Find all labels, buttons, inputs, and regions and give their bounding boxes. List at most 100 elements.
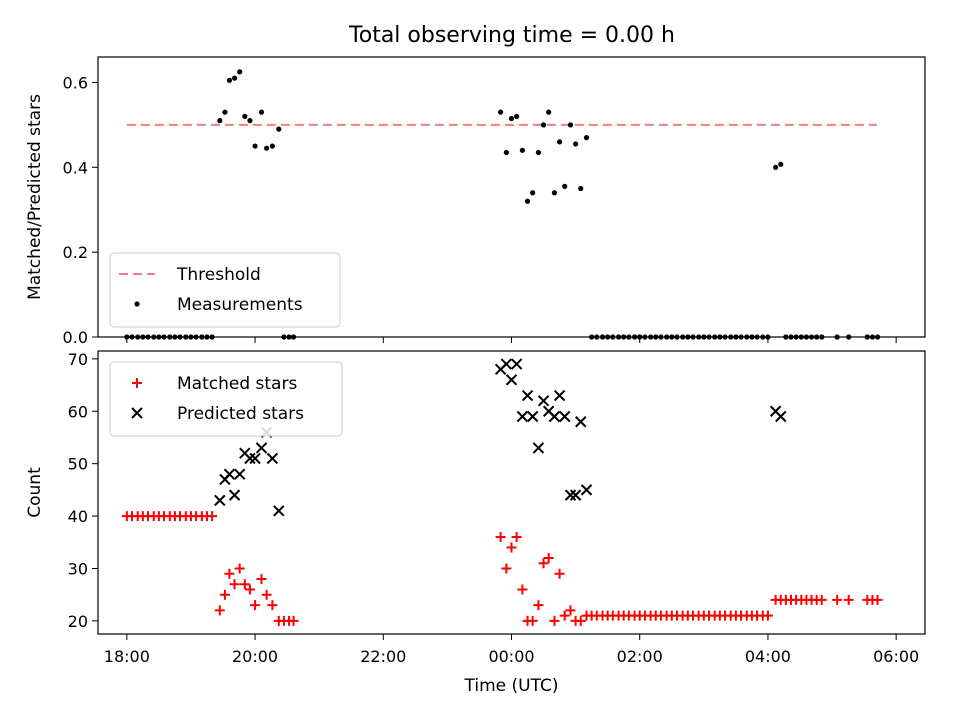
data-point bbox=[214, 605, 225, 616]
data-point bbox=[540, 122, 547, 128]
data-point bbox=[816, 594, 827, 605]
data-point bbox=[551, 190, 558, 196]
data-point bbox=[267, 600, 278, 611]
data-point bbox=[498, 109, 504, 115]
data-point bbox=[256, 573, 267, 584]
data-point bbox=[500, 358, 513, 370]
data-point bbox=[559, 610, 570, 621]
data-point bbox=[266, 452, 279, 465]
legend-box bbox=[109, 252, 341, 328]
data-point bbox=[510, 358, 523, 370]
data-point bbox=[843, 594, 854, 605]
data-point bbox=[503, 149, 509, 156]
data-point bbox=[242, 113, 248, 119]
data-point bbox=[247, 118, 253, 124]
legend-box bbox=[109, 361, 343, 437]
legend-marker bbox=[134, 301, 140, 307]
y-tick-label: 0.6 bbox=[63, 73, 88, 92]
data-point bbox=[524, 198, 531, 204]
y-tick-label: 30 bbox=[68, 559, 88, 578]
data-point bbox=[237, 69, 243, 75]
data-point bbox=[250, 600, 261, 611]
legend-label: Threshold bbox=[176, 265, 261, 285]
x-tick-label: 22:00 bbox=[360, 647, 406, 666]
legend-marker bbox=[131, 407, 143, 419]
data-point bbox=[508, 115, 515, 122]
data-point bbox=[244, 452, 256, 465]
data-point bbox=[548, 410, 561, 423]
data-point bbox=[832, 594, 843, 605]
data-point bbox=[276, 126, 282, 132]
data-point bbox=[249, 452, 261, 465]
data-point bbox=[565, 605, 576, 616]
series-predicted-stars bbox=[214, 358, 787, 517]
legend-label: Matched stars bbox=[177, 374, 297, 394]
data-point bbox=[532, 442, 545, 454]
data-point bbox=[258, 109, 265, 115]
data-point bbox=[553, 389, 566, 402]
data-point bbox=[564, 489, 577, 501]
data-point bbox=[217, 118, 223, 124]
data-point bbox=[224, 568, 235, 579]
y-tick-label: 0.2 bbox=[63, 243, 88, 262]
data-point bbox=[573, 141, 579, 147]
data-point bbox=[229, 579, 240, 590]
data-point bbox=[223, 468, 236, 480]
data-point bbox=[527, 615, 538, 626]
data-point bbox=[872, 594, 883, 605]
y-tick-label: 0.4 bbox=[63, 158, 88, 177]
plot-frame bbox=[97, 350, 926, 635]
data-point bbox=[207, 511, 218, 522]
data-point bbox=[530, 190, 536, 196]
data-point bbox=[233, 468, 246, 480]
x-tick-label: 04:00 bbox=[745, 647, 791, 666]
data-point bbox=[556, 139, 563, 145]
data-point bbox=[578, 185, 584, 192]
chart-title: Total observing time = 0.00 h bbox=[348, 23, 675, 48]
y-tick-label: 70 bbox=[68, 350, 88, 369]
data-point bbox=[255, 442, 268, 454]
data-point bbox=[775, 410, 787, 423]
data-point bbox=[580, 484, 593, 496]
data-point bbox=[244, 584, 255, 595]
data-point bbox=[562, 183, 568, 189]
data-point bbox=[222, 109, 228, 115]
x-tick-label: 02:00 bbox=[617, 647, 663, 666]
y-tick-label: 20 bbox=[68, 612, 88, 631]
data-point bbox=[549, 615, 560, 626]
data-point bbox=[264, 145, 270, 151]
data-point bbox=[495, 532, 506, 543]
data-point bbox=[231, 75, 238, 81]
data-point bbox=[762, 610, 773, 621]
data-point bbox=[538, 558, 549, 569]
x-tick-label: 06:00 bbox=[873, 647, 919, 666]
data-point bbox=[773, 164, 779, 170]
y-tick-label: 60 bbox=[68, 402, 88, 421]
data-point bbox=[252, 143, 258, 149]
y-tick-label: 40 bbox=[68, 507, 88, 526]
data-point bbox=[526, 410, 539, 423]
data-point bbox=[517, 584, 528, 595]
y-axis-label: Count bbox=[25, 467, 45, 518]
legend-label: Predicted stars bbox=[177, 404, 304, 424]
data-point bbox=[511, 532, 522, 543]
data-point bbox=[543, 553, 554, 564]
data-point bbox=[519, 147, 525, 153]
data-point bbox=[575, 615, 586, 626]
data-point bbox=[546, 109, 552, 115]
data-point bbox=[537, 395, 550, 407]
data-point bbox=[239, 579, 250, 590]
data-point bbox=[505, 374, 518, 386]
data-point bbox=[219, 589, 230, 600]
data-point bbox=[521, 389, 534, 402]
data-point bbox=[228, 489, 241, 501]
plot-frame bbox=[97, 56, 926, 338]
data-point bbox=[226, 77, 233, 83]
y-tick-label: 0.0 bbox=[63, 328, 88, 347]
x-tick-label: 20:00 bbox=[232, 647, 278, 666]
data-point bbox=[288, 615, 299, 626]
data-point bbox=[501, 563, 512, 574]
y-tick-label: 50 bbox=[68, 455, 88, 474]
x-tick-label: 18:00 bbox=[104, 647, 150, 666]
